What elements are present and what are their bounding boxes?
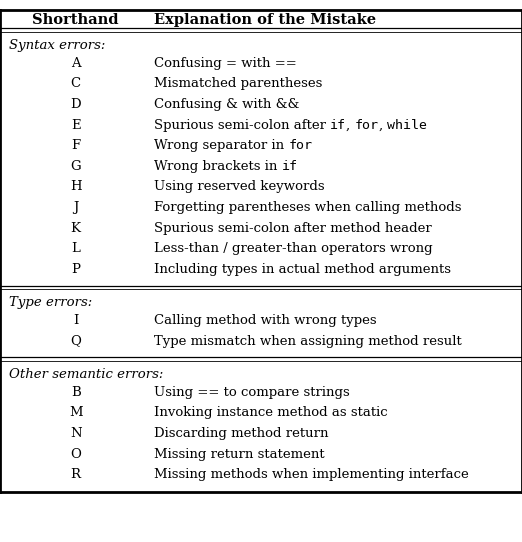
Text: G: G [70,160,81,173]
Text: C: C [70,78,81,91]
Text: N: N [70,427,81,440]
Text: Wrong brackets in: Wrong brackets in [154,160,281,173]
Text: Confusing = with ==: Confusing = with == [154,57,296,70]
Text: Forgetting parentheses when calling methods: Forgetting parentheses when calling meth… [154,201,461,214]
Text: D: D [70,98,81,111]
Text: Missing return statement: Missing return statement [154,448,325,461]
Text: Shorthand: Shorthand [32,13,119,27]
Text: K: K [70,222,81,235]
Text: Using reserved keywords: Using reserved keywords [154,180,325,193]
Text: A: A [71,57,80,70]
Text: Type mismatch when assigning method result: Type mismatch when assigning method resu… [154,334,462,347]
Text: Explanation of the Mistake: Explanation of the Mistake [154,13,376,27]
Text: if: if [330,119,346,132]
Text: while: while [387,119,427,132]
Text: Wrong separator in: Wrong separator in [154,139,288,152]
Text: I: I [73,314,78,327]
Text: Type errors:: Type errors: [9,296,92,309]
Text: for: for [354,119,378,132]
Text: Other semantic errors:: Other semantic errors: [9,367,164,380]
Text: Confusing & with &&: Confusing & with && [154,98,299,111]
Text: P: P [71,263,80,276]
Text: Spurious semi-colon after method header: Spurious semi-colon after method header [154,222,432,235]
Text: for: for [288,139,312,152]
Text: Including types in actual method arguments: Including types in actual method argumen… [154,263,451,276]
Text: L: L [71,242,80,255]
Text: Discarding method return: Discarding method return [154,427,328,440]
Text: ,: , [378,119,387,132]
Text: E: E [71,119,80,132]
Text: O: O [70,448,81,461]
Text: Missing methods when implementing interface: Missing methods when implementing interf… [154,468,469,481]
Text: J: J [73,201,78,214]
Text: F: F [71,139,80,152]
Text: Invoking instance method as static: Invoking instance method as static [154,406,388,420]
Text: Using == to compare strings: Using == to compare strings [154,386,350,399]
Text: H: H [70,180,81,193]
Text: Calling method with wrong types: Calling method with wrong types [154,314,376,327]
Text: B: B [71,386,80,399]
Text: Less-than / greater-than operators wrong: Less-than / greater-than operators wrong [154,242,433,255]
Text: M: M [69,406,82,420]
Text: Spurious semi-colon after: Spurious semi-colon after [154,119,330,132]
Text: Q: Q [70,334,81,347]
Text: Syntax errors:: Syntax errors: [9,38,106,51]
Text: ,: , [346,119,354,132]
Text: if: if [281,160,298,173]
Text: R: R [70,468,81,481]
Text: Mismatched parentheses: Mismatched parentheses [154,78,323,91]
